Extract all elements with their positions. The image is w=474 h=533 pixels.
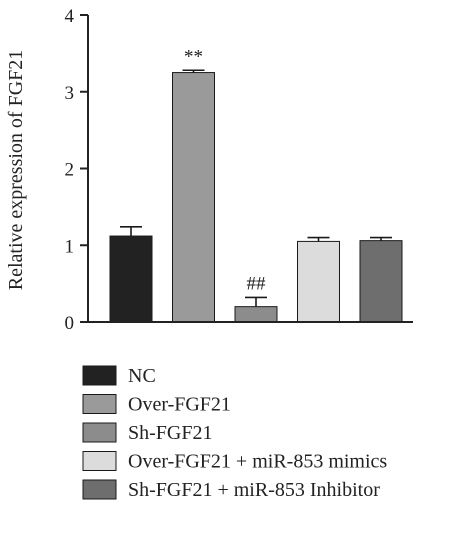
legend-swatch-2 bbox=[82, 394, 117, 414]
y-tick-label: 4 bbox=[65, 6, 75, 27]
bar-1 bbox=[109, 235, 153, 323]
y-axis-label: Relative expression of FGF21 bbox=[5, 50, 27, 291]
bar-4 bbox=[297, 240, 340, 323]
legend-label-5: Sh-FGF21 + miR-853 Inhibitor bbox=[128, 479, 380, 501]
y-axis: 0 1 2 3 4 bbox=[65, 6, 89, 334]
legend-swatch-3 bbox=[82, 422, 117, 443]
legend-swatch-5 bbox=[82, 479, 117, 500]
y-tick-label: 1 bbox=[65, 236, 75, 257]
bar-3 bbox=[234, 306, 278, 323]
bar-2 bbox=[172, 72, 215, 323]
significance-label-2: ** bbox=[184, 46, 203, 67]
legend-label-3: Sh-FGF21 bbox=[128, 422, 212, 444]
y-tick-label: 0 bbox=[65, 313, 75, 334]
legend-swatch-4 bbox=[82, 451, 117, 471]
bar-5 bbox=[359, 240, 403, 323]
legend-label-1: NC bbox=[128, 365, 156, 387]
legend-label-2: Over-FGF21 bbox=[128, 394, 231, 416]
legend-label-4: Over-FGF21 + miR-853 mimics bbox=[128, 451, 387, 473]
y-tick-label: 2 bbox=[65, 160, 75, 181]
bars: ** ## bbox=[109, 46, 403, 323]
y-tick-label: 3 bbox=[65, 83, 75, 104]
legend: NC Over-FGF21 Sh-FGF21 Over-FGF21 + miR-853… bbox=[82, 365, 387, 501]
legend-swatch-1 bbox=[82, 365, 117, 386]
significance-label-3: ## bbox=[247, 273, 267, 294]
